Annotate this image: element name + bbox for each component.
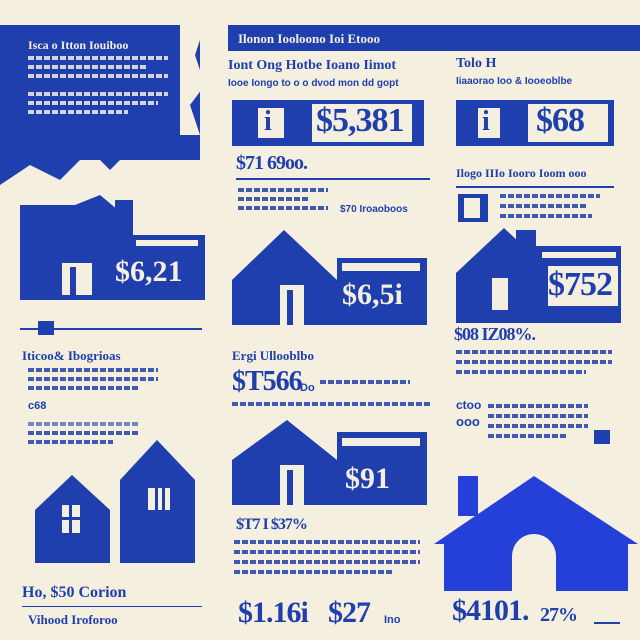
right-sub: Iiaaorao Ioo & Iooeoblbe [456,76,573,87]
middle-stat-text [238,188,328,210]
middle-price-box-value-tile [312,104,412,142]
left-divider-marker [38,321,54,335]
right-flag-notch [464,198,480,218]
right-bottom-pct: 27% [540,604,578,626]
left-banner-text-lines [28,56,168,114]
left-section-text-2 [28,422,138,444]
right-stat-text [456,350,612,380]
middle-title: Iont Ong Hotbe Ioano Iimot [228,58,397,73]
right-price-box-value-tile [528,104,608,142]
middle-header-bar [228,25,640,51]
left-banner-right-notch [180,25,205,135]
middle-big-price-suffix: Do [300,382,315,394]
left-bottom-sub: Vihood Iroforoo [28,612,118,627]
house-icon [120,440,195,563]
middle-subtitle: Iooe Iongo to o o dvod mon dd gopt [228,78,399,89]
middle-price-box-value: $5,381 [316,102,404,139]
info-icon: i [264,106,272,137]
right-stat: $08 IZ08%. [454,324,536,344]
left-section-text [28,368,158,395]
right-house-price: $752 [548,266,613,303]
right-heading: Ilogo IIIo Iooro Ioom ooo [456,166,587,180]
left-banner-title: Isca o Itton Iouiboo [28,38,129,52]
right-house-price-tile [548,266,618,306]
left-banner-jagged-edge [0,120,200,185]
right-stat-c: ooo [456,414,480,429]
middle-stat-note: $70 Iroaoboos [340,204,408,215]
right-heading-text [500,194,600,218]
middle-big-price-text [320,380,430,398]
right-heading-rule [456,186,614,188]
middle-bottom-price-a: $1.16i [238,596,309,629]
middle-stat-rule [236,178,430,180]
house-icon [35,475,110,563]
middle-big-price: $T566 [232,366,303,397]
left-bottom-rule [22,606,202,607]
middle-stat3-text [234,540,420,574]
right-stat-marker [594,430,610,444]
middle-price-box-icon-tile [258,108,284,138]
info-icon: i [482,106,490,137]
house1-price: $6,21 [115,255,183,288]
middle-bottom-suffix: Ino [384,614,401,626]
house-icon [232,420,427,505]
right-stat-text-2 [488,404,588,438]
right-header: Tolo H [456,56,497,71]
right-bottom-price: $4101. [452,594,529,627]
left-section-heading: Iticoo& Ibogrioas [22,348,121,363]
right-bottom-rule [594,622,620,624]
house-icon [20,195,205,300]
house-icon [232,230,427,325]
middle-header-text: Ilonon Iooloono Ioi Etooo [238,31,380,46]
house2-price: $6,5i [342,278,403,311]
middle-text-row [232,402,432,406]
house3-price: $91 [345,462,390,495]
right-stat-b: ctoo [456,398,482,412]
right-price-box-icon-tile [478,108,500,138]
left-bottom-label: Ho, $50 Corion [22,584,127,601]
house-icon [434,476,638,591]
right-price-box-value: $68 [536,102,585,139]
middle-bottom-price-b: $27 [328,596,371,629]
middle-heading-2: Ergi Ullooblbo [232,348,314,363]
middle-stat3: $T7 I $37% [236,516,308,533]
middle-stat-price: $71 69oo. [236,152,308,174]
left-section-value: c68 [28,400,47,412]
left-divider [20,328,202,330]
